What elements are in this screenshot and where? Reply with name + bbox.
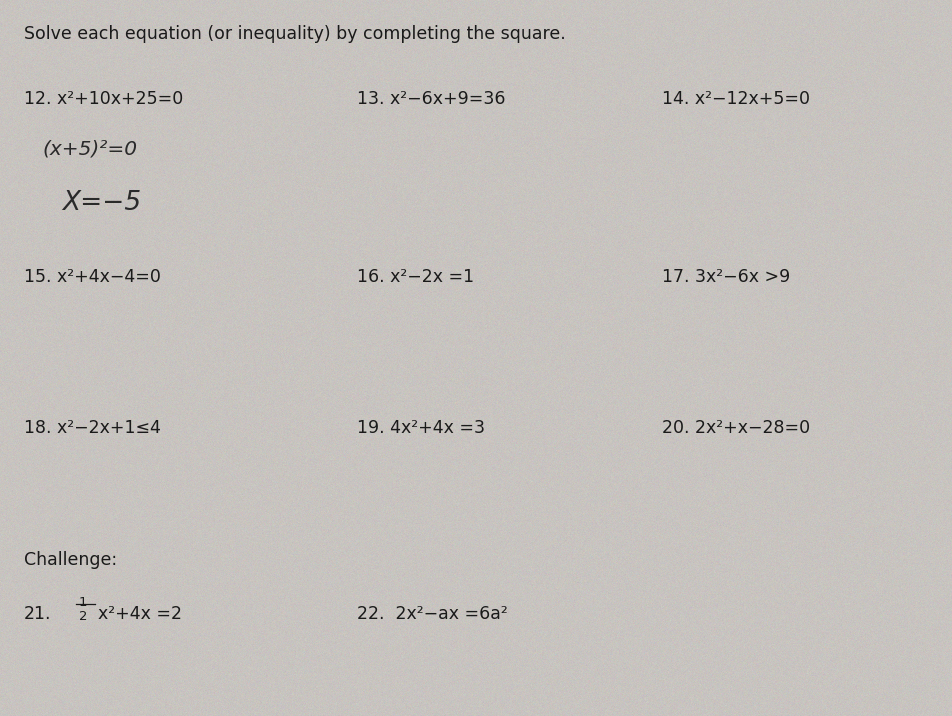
Text: (x+5)²=0: (x+5)²=0 [43, 140, 138, 159]
Text: Solve each equation (or inequality) by completing the square.: Solve each equation (or inequality) by c… [24, 25, 565, 43]
Text: 22.  2x²−ax =6a²: 22. 2x²−ax =6a² [357, 605, 507, 623]
Text: 19. 4x²+4x =3: 19. 4x²+4x =3 [357, 419, 485, 437]
Text: 17. 3x²−6x >9: 17. 3x²−6x >9 [662, 268, 790, 286]
Text: 15. x²+4x−4=0: 15. x²+4x−4=0 [24, 268, 161, 286]
Text: 16. x²−2x =1: 16. x²−2x =1 [357, 268, 474, 286]
Text: Challenge:: Challenge: [24, 551, 117, 569]
Text: 12. x²+10x+25=0: 12. x²+10x+25=0 [24, 90, 183, 107]
Text: 18. x²−2x+1≤4: 18. x²−2x+1≤4 [24, 419, 161, 437]
Text: 13. x²−6x+9=36: 13. x²−6x+9=36 [357, 90, 506, 107]
Text: 20. 2x²+x−28=0: 20. 2x²+x−28=0 [662, 419, 810, 437]
Text: x²+4x =2: x²+4x =2 [98, 605, 182, 623]
Text: 21.: 21. [24, 605, 51, 623]
Text: 14. x²−12x+5=0: 14. x²−12x+5=0 [662, 90, 809, 107]
Text: X=−5: X=−5 [62, 190, 141, 216]
Text: 1: 1 [79, 596, 88, 609]
Text: 2: 2 [79, 610, 88, 623]
